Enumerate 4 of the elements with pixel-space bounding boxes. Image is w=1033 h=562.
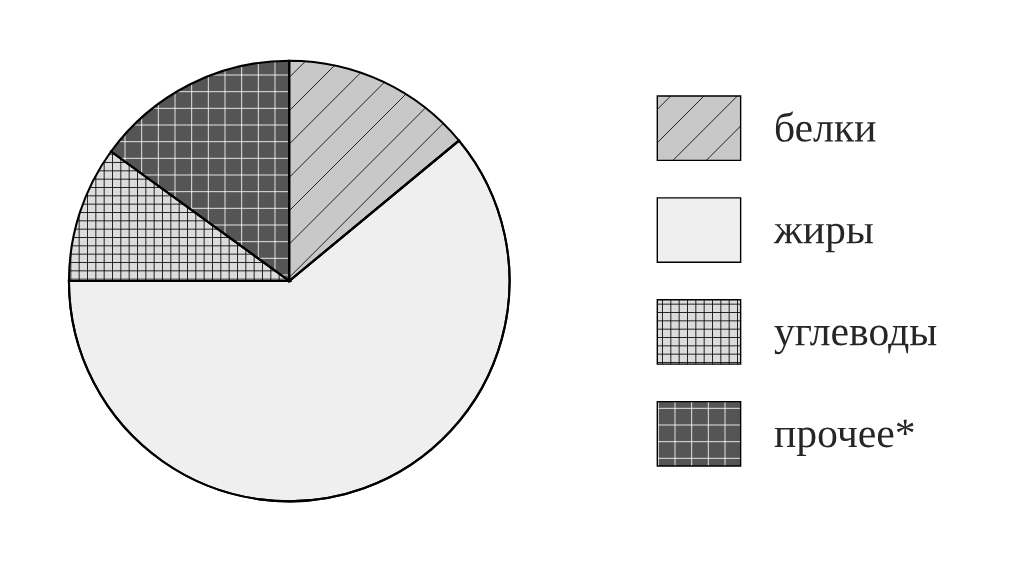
legend-label: белки — [775, 111, 876, 142]
legend-label: прочее* — [774, 419, 914, 456]
legend-label: углеводы — [774, 325, 937, 355]
legend-label: жиры — [773, 223, 873, 253]
